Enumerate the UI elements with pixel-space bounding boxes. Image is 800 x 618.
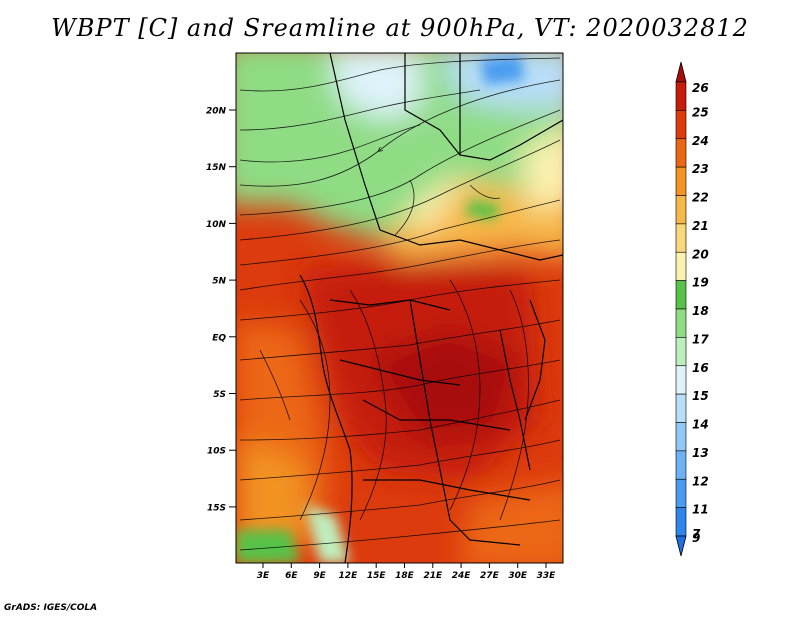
lat-axis: 20N 15N 10N 5N EQ 5S 10S 15S [206,107,236,513]
colorbar-segment [675,166,687,196]
colorbar-label: 7 [692,527,701,541]
colorbar-segment [675,365,687,395]
chart-title: WBPT [C] and Sreamline at 900hPa, VT: 20… [51,14,749,42]
colorbar-segment [675,223,687,253]
colorbar-label: 13 [692,446,709,460]
colorbar-segment [675,280,687,310]
wbpt-field [236,53,563,563]
lon-label: 30E [508,571,528,581]
lat-label: 10S [207,447,226,457]
colorbar-label: 11 [692,503,709,517]
lat-label: 5S [213,390,226,400]
map-frame [235,52,564,564]
colorbar-segment [675,337,687,367]
colorbar-label: 26 [692,81,709,95]
colorbar-label: 21 [692,219,709,233]
credit-label: GrADS: IGES/COLA [4,603,98,613]
lon-label: 24E [452,571,472,581]
lon-label: 12E [339,571,359,581]
colorbar-segment [675,308,687,338]
lat-label: 5N [212,277,226,287]
colorbar-label: 9 [692,531,700,545]
colorbar-label: 16 [692,361,709,375]
lon-label: 21E [423,571,443,581]
colorbar-top-arrow [675,61,687,83]
colorbar-segment [675,195,687,225]
colorbar-label: 20 [692,247,709,261]
lon-label: 15E [367,571,387,581]
lon-label: 18E [395,571,415,581]
colorbar: 26 25 24 23 22 21 20 19 18 17 16 15 14 13 12 11 97 [675,61,709,557]
colorbar-label: 23 [692,162,709,176]
colorbar-segment [675,110,687,140]
lon-label: 9E [313,571,326,581]
lon-label: 33E [537,571,557,581]
lat-label: 20N [206,107,227,117]
colorbar-segment [675,478,687,508]
colorbar-segment [675,393,687,423]
colorbar-label: 22 [692,191,709,205]
colorbar-segment [675,422,687,452]
colorbar-segment [675,507,687,537]
colorbar-label: 24 [692,134,709,148]
colorbar-segment [675,450,687,480]
lat-label: 15N [206,163,227,173]
lat-label: EQ [212,333,226,343]
lon-label: 27E [480,571,500,581]
country-borders [299,53,563,563]
lat-label: 10N [206,220,227,230]
lon-axis: 3E 6E 9E 12E 15E 18E 21E 24E 27E 30E 33E [257,563,556,581]
colorbar-label: 18 [692,304,709,318]
streamlines [239,57,561,551]
colorbar-bottom-arrow [675,535,687,557]
colorbar-segment [675,251,687,281]
colorbar-segment [675,81,687,111]
colorbar-label: 25 [692,105,709,119]
colorbar-label: 17 [692,332,709,346]
colorbar-label: 19 [692,276,709,290]
colorbar-label: 15 [692,389,709,403]
colorbar-label: 14 [692,418,709,432]
colorbar-label: 12 [692,474,709,488]
lat-label: 15S [207,503,226,513]
colorbar-segment [675,138,687,168]
lon-label: 3E [257,571,270,581]
lon-label: 6E [285,571,298,581]
